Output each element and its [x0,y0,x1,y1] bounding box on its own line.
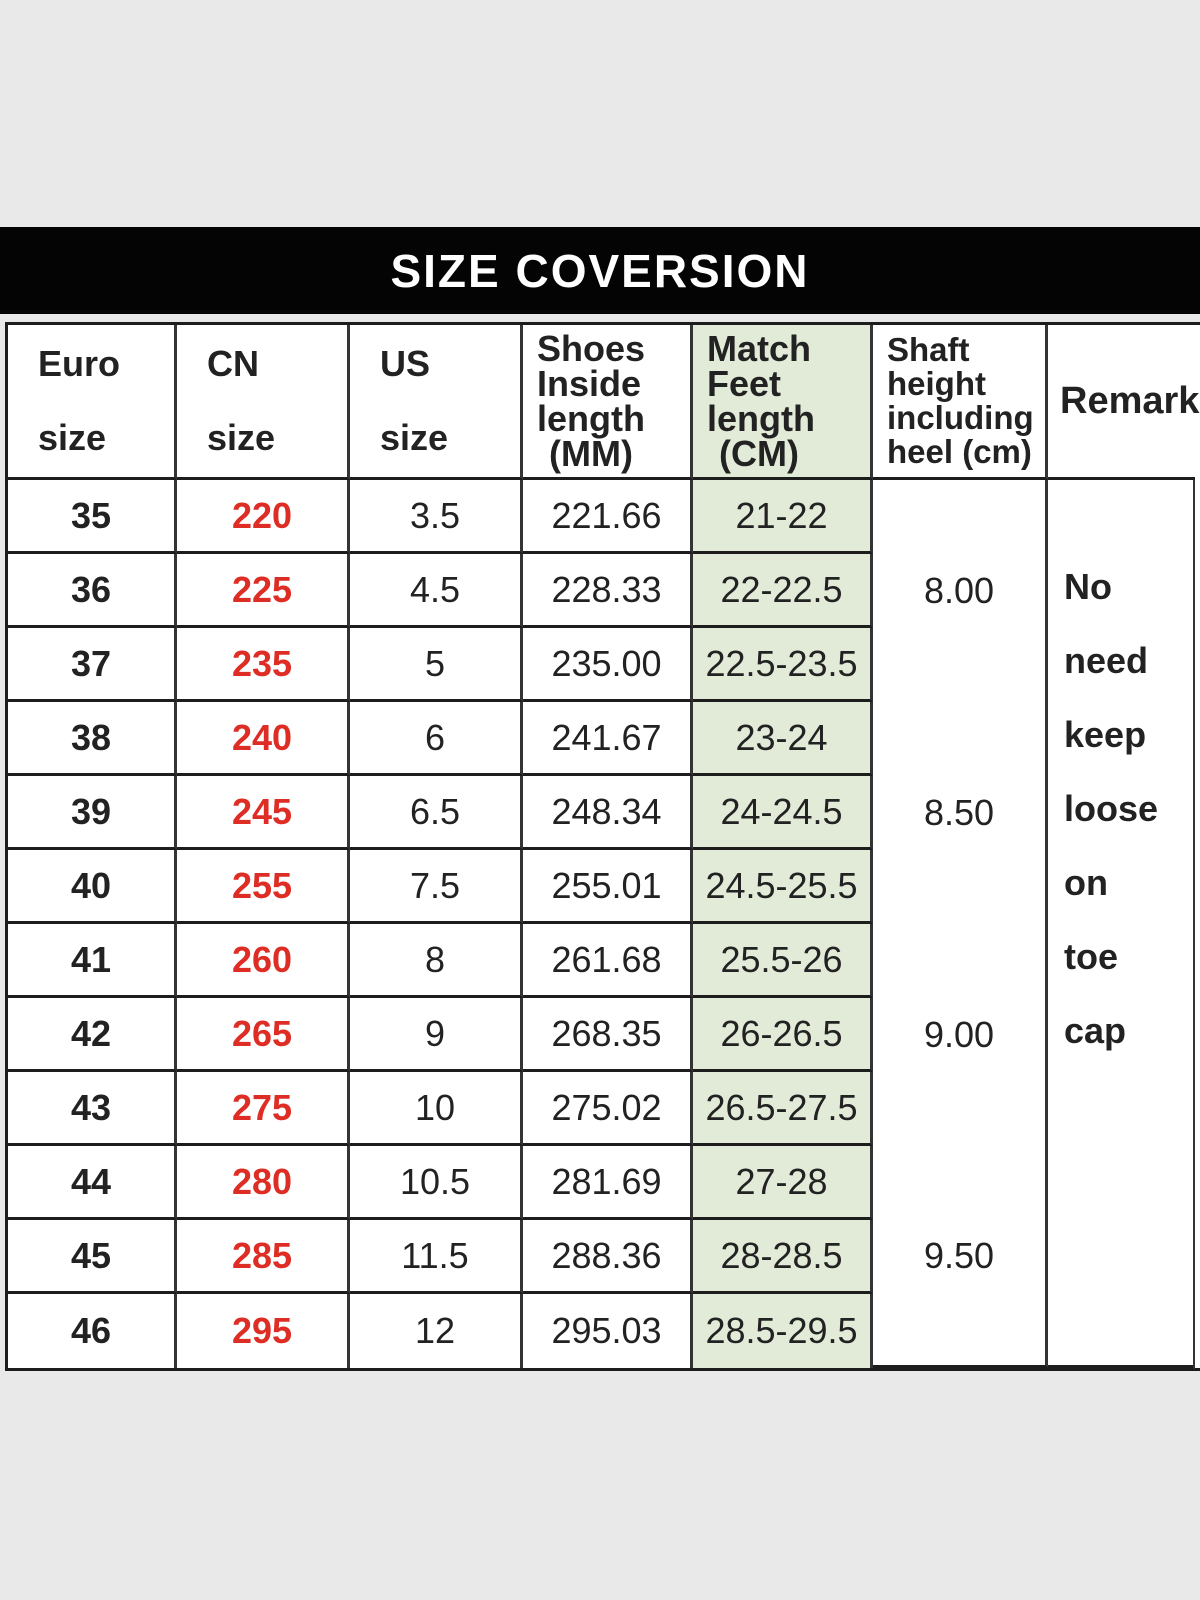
cn-size-cell: 245 [177,776,350,850]
cn-size-cell: 295 [177,1294,350,1368]
us-size-cell: 10 [350,1072,523,1146]
remark-word: need [1064,640,1149,681]
remark-word: toe [1064,936,1118,977]
euro-size-cell: 39 [8,776,177,850]
inside-length-cell: 295.03 [523,1294,693,1368]
feet-length-cell: 25.5-26 [693,924,873,998]
remark-word: No [1064,566,1112,607]
feet-length-cell: 28.5-29.5 [693,1294,873,1368]
cn-size-cell: 225 [177,554,350,628]
feet-length-cell: 24.5-25.5 [693,850,873,924]
cn-size-cell: 255 [177,850,350,924]
euro-size-cell: 45 [8,1220,177,1294]
remark-word: on [1064,862,1108,903]
shaft-height-merged-cell: 8.00 [873,480,1048,702]
header-remark: Remark [1048,325,1199,480]
feet-length-cell: 22-22.5 [693,554,873,628]
us-size-cell: 8 [350,924,523,998]
cn-size-cell: 235 [177,628,350,702]
euro-size-cell: 36 [8,554,177,628]
remark-word: cap [1064,1010,1127,1051]
inside-length-cell: 261.68 [523,924,693,998]
cn-size-cell: 285 [177,1220,350,1294]
us-size-cell: 11.5 [350,1220,523,1294]
cn-size-cell: 265 [177,998,350,1072]
inside-length-cell: 281.69 [523,1146,693,1220]
inside-length-cell: 235.00 [523,628,693,702]
header-cn-size: CN size [177,325,350,480]
inside-length-cell: 241.67 [523,702,693,776]
feet-length-cell: 22.5-23.5 [693,628,873,702]
cn-size-cell: 275 [177,1072,350,1146]
euro-size-cell: 38 [8,702,177,776]
inside-length-cell: 268.35 [523,998,693,1072]
us-size-cell: 12 [350,1294,523,1368]
cn-size-cell: 280 [177,1146,350,1220]
feet-length-cell: 23-24 [693,702,873,776]
header-shaft-height: Shaft height including heel (cm) [873,325,1048,480]
inside-length-cell: 275.02 [523,1072,693,1146]
euro-size-cell: 35 [8,480,177,554]
title-banner: SIZE COVERSION [0,227,1200,314]
feet-length-cell: 21-22 [693,480,873,554]
us-size-cell: 7.5 [350,850,523,924]
remark-column-right-border [1193,480,1195,1369]
header-shoes-inside-length: Shoes Inside length (MM) [523,325,693,480]
us-size-cell: 6.5 [350,776,523,850]
us-size-cell: 10.5 [350,1146,523,1220]
header-us-size: US size [350,325,523,480]
cn-size-cell: 260 [177,924,350,998]
us-size-cell: 4.5 [350,554,523,628]
euro-size-cell: 41 [8,924,177,998]
page-title: SIZE COVERSION [390,244,810,297]
inside-length-cell: 288.36 [523,1220,693,1294]
inside-length-cell: 248.34 [523,776,693,850]
remark-word: keep [1064,714,1147,755]
inside-length-cell: 228.33 [523,554,693,628]
euro-size-cell: 43 [8,1072,177,1146]
inside-length-cell: 255.01 [523,850,693,924]
remark-word: loose [1064,788,1159,829]
shaft-height-merged-cell: 8.50 [873,702,1048,924]
feet-length-cell: 26-26.5 [693,998,873,1072]
us-size-cell: 6 [350,702,523,776]
cn-size-cell: 220 [177,480,350,554]
us-size-cell: 5 [350,628,523,702]
size-conversion-table: 8.00 8.50 9.00 9.50 No need keep loose o… [5,322,1200,1371]
feet-length-cell: 24-24.5 [693,776,873,850]
cn-size-cell: 240 [177,702,350,776]
euro-size-cell: 40 [8,850,177,924]
shaft-height-merged-cell: 9.00 [873,924,1048,1146]
feet-length-cell: 27-28 [693,1146,873,1220]
euro-size-cell: 37 [8,628,177,702]
inside-length-cell: 221.66 [523,480,693,554]
feet-length-cell: 28-28.5 [693,1220,873,1294]
us-size-cell: 3.5 [350,480,523,554]
us-size-cell: 9 [350,998,523,1072]
header-match-feet-length: Match Feet length (CM) [693,325,873,480]
euro-size-cell: 42 [8,998,177,1072]
feet-length-cell: 26.5-27.5 [693,1072,873,1146]
euro-size-cell: 44 [8,1146,177,1220]
shaft-height-merged-cell: 9.50 [873,1146,1048,1368]
euro-size-cell: 46 [8,1294,177,1368]
header-euro-size: Euro size [8,325,177,480]
remark-merged-cell: No need keep loose on toe cap [1048,480,1195,1368]
